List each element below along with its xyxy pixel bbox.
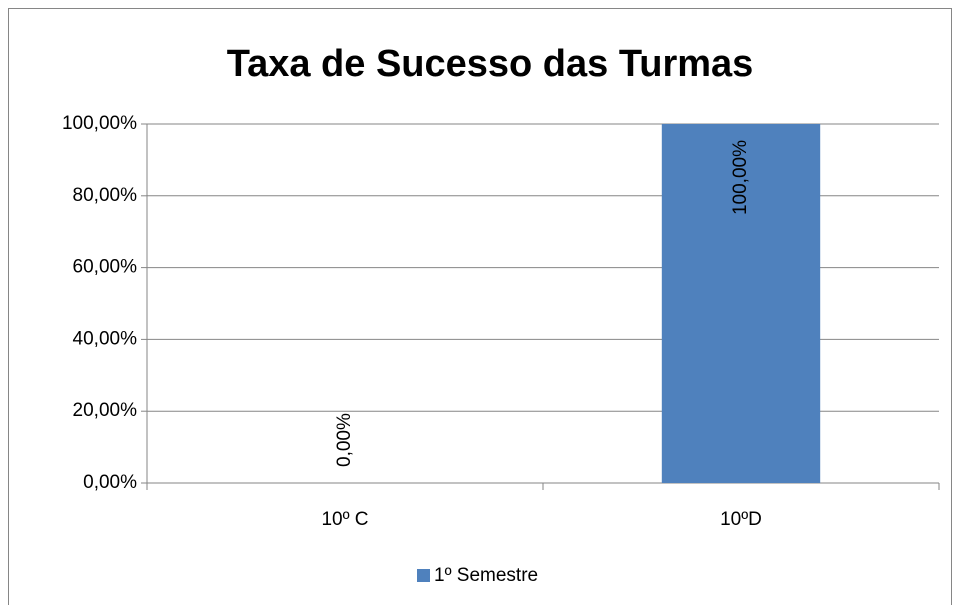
y-tick-label: 0,00% bbox=[83, 472, 137, 493]
y-tick-label: 40,00% bbox=[73, 328, 138, 349]
y-tick-label: 100,00% bbox=[62, 113, 137, 134]
value-label: 0,00% bbox=[334, 413, 355, 467]
x-tick-label: 10ºD bbox=[720, 509, 762, 530]
bar bbox=[661, 124, 821, 483]
value-label: 100,00% bbox=[730, 140, 751, 215]
x-tick-label: 10º C bbox=[321, 509, 368, 530]
legend-swatch bbox=[417, 569, 430, 582]
y-tick-label: 80,00% bbox=[73, 185, 138, 206]
legend-label: 1º Semestre bbox=[434, 565, 538, 586]
y-tick-label: 20,00% bbox=[73, 400, 138, 421]
chart-title: Taxa de Sucesso das Turmas bbox=[227, 43, 754, 85]
y-tick-label: 60,00% bbox=[73, 257, 138, 278]
